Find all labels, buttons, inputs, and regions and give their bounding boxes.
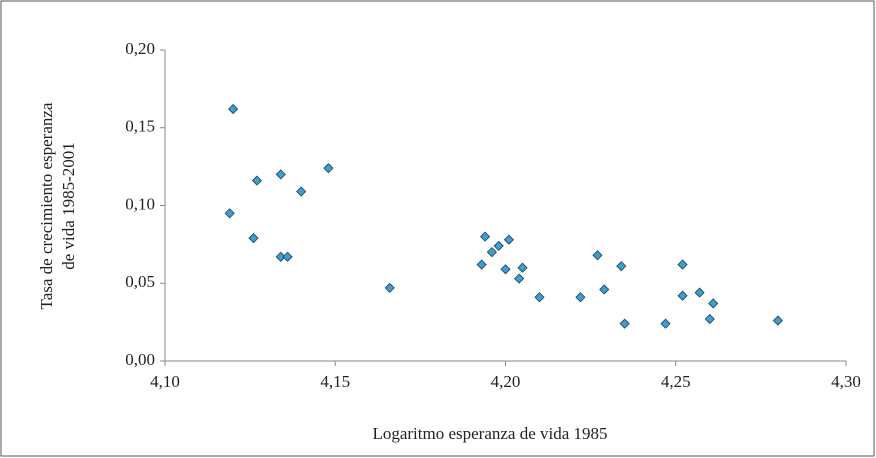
- x-tick-label: 4,15: [320, 372, 350, 391]
- data-point: [677, 259, 688, 270]
- data-point: [224, 208, 235, 219]
- data-point: [476, 259, 487, 270]
- x-tick-label: 4,25: [661, 372, 691, 391]
- y-tick-label: 0,20: [125, 39, 155, 58]
- data-point: [500, 264, 511, 275]
- data-point: [514, 273, 525, 284]
- data-point: [493, 240, 504, 251]
- data-point: [251, 175, 263, 186]
- data-point: [384, 282, 395, 293]
- data-point: [534, 292, 545, 303]
- data-point: [517, 262, 528, 273]
- data-point: [677, 290, 688, 301]
- data-point: [616, 261, 627, 272]
- data-point: [704, 313, 715, 325]
- y-axis-label: Tasa de crecimiento esperanza: [37, 102, 56, 309]
- data-point: [772, 315, 783, 326]
- y-axis-label: de vida 1985-2001: [59, 142, 78, 269]
- data-point: [486, 247, 497, 258]
- data-point: [282, 251, 293, 262]
- data-point: [275, 251, 286, 262]
- data-point: [694, 287, 705, 298]
- data-point: [660, 318, 671, 329]
- y-tick-label: 0,15: [125, 117, 155, 136]
- data-point: [592, 250, 603, 261]
- data-point: [275, 169, 286, 180]
- x-tick-label: 4,30: [831, 372, 861, 391]
- y-tick-label: 0,10: [125, 194, 155, 213]
- data-point: [599, 284, 610, 295]
- data-point: [228, 104, 239, 115]
- data-point: [323, 163, 334, 174]
- x-tick-label: 4,10: [150, 372, 180, 391]
- y-tick-label: 0,05: [125, 272, 155, 291]
- data-point: [708, 298, 719, 309]
- x-axis-label: Logaritmo esperanza de vida 1985: [372, 424, 607, 443]
- y-tick-label: 0,00: [125, 350, 155, 369]
- data-point: [248, 233, 259, 244]
- data-point: [480, 231, 491, 242]
- data-point: [575, 292, 586, 303]
- x-tick-label: 4,20: [491, 372, 521, 391]
- data-point: [619, 318, 630, 329]
- data-point: [296, 186, 307, 197]
- data-point: [503, 234, 514, 245]
